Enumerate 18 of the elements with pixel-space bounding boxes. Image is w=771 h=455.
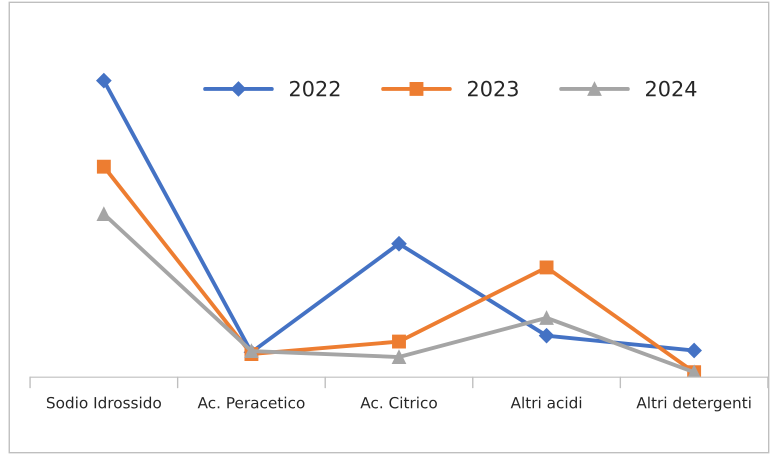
point bbox=[96, 73, 112, 88]
x-tick-label: Ac. Peracetico bbox=[198, 396, 304, 408]
legend-label: 2024 bbox=[646, 80, 696, 97]
legend-label: 2022 bbox=[290, 80, 340, 97]
point bbox=[392, 350, 406, 364]
point bbox=[540, 310, 554, 325]
point bbox=[686, 342, 702, 358]
x-tick-label: Ac. Citrico bbox=[360, 396, 437, 408]
x-tick-label: Altri detergenti bbox=[636, 396, 750, 412]
x-tick-label: Altri acidi bbox=[510, 396, 582, 408]
point bbox=[392, 334, 406, 349]
point bbox=[96, 207, 111, 222]
point bbox=[391, 236, 407, 252]
point bbox=[538, 328, 554, 344]
legend-label: 2023 bbox=[468, 80, 518, 97]
point bbox=[96, 160, 111, 174]
x-tick-label: Sodio Idrossido bbox=[46, 396, 161, 408]
point bbox=[540, 260, 554, 274]
